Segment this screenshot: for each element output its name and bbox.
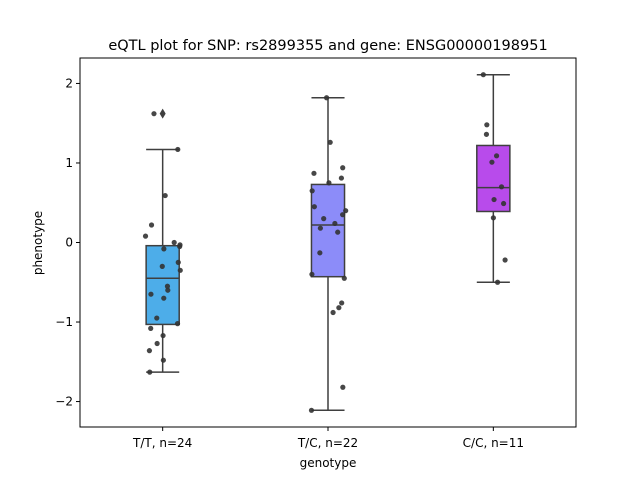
- data-point: [148, 291, 154, 297]
- data-point: [175, 259, 181, 265]
- y-tick-label: −2: [55, 395, 73, 409]
- x-axis-label: genotype: [300, 456, 357, 470]
- data-point: [151, 111, 157, 117]
- data-point: [161, 246, 167, 252]
- data-point: [154, 340, 160, 347]
- data-point: [338, 175, 345, 181]
- outlier-marker: [159, 108, 166, 119]
- data-point: [480, 72, 486, 78]
- data-point: [309, 271, 315, 277]
- data-point: [339, 300, 345, 306]
- data-point: [343, 208, 349, 214]
- data-point: [309, 188, 315, 194]
- data-point: [148, 222, 155, 228]
- data-point: [490, 215, 496, 221]
- data-point: [332, 220, 338, 227]
- chart-title: eQTL plot for SNP: rs2899355 and gene: E…: [108, 38, 547, 54]
- data-point: [491, 196, 497, 203]
- data-point: [146, 348, 153, 354]
- data-point: [165, 287, 171, 293]
- data-point: [161, 295, 167, 301]
- data-point: [317, 225, 323, 231]
- data-point: [500, 200, 507, 207]
- data-point: [175, 146, 181, 153]
- data-point: [330, 309, 336, 316]
- data-point: [493, 153, 500, 159]
- data-point: [498, 184, 505, 190]
- data-point: [317, 250, 323, 256]
- data-point: [340, 165, 346, 171]
- data-point: [177, 243, 183, 250]
- y-tick-label: 1: [65, 156, 73, 170]
- y-tick-label: −1: [55, 315, 73, 329]
- data-point: [327, 139, 333, 145]
- data-point: [142, 233, 149, 239]
- data-point: [164, 283, 171, 289]
- data-point: [336, 305, 342, 311]
- data-point: [311, 170, 317, 176]
- x-tick-label: T/T, n=24: [132, 436, 192, 450]
- data-point: [489, 159, 495, 165]
- data-point: [171, 239, 177, 246]
- data-point: [174, 321, 181, 327]
- data-point: [335, 229, 341, 235]
- axes: −2 −1 0 1 2 T/T, n=24 T/C, n=22 C/C, n=11: [55, 76, 524, 450]
- data-point: [148, 325, 154, 331]
- data-point: [340, 384, 346, 390]
- data-point: [308, 407, 315, 413]
- y-tick-label: 0: [65, 236, 73, 250]
- x-tick-label: C/C, n=11: [463, 436, 524, 450]
- data-point: [483, 131, 490, 137]
- data-point: [341, 275, 347, 281]
- data-point: [321, 216, 327, 222]
- plot-area: [142, 72, 511, 413]
- x-tick-label: T/C, n=22: [297, 436, 358, 450]
- data-point: [323, 95, 330, 101]
- data-point: [159, 263, 165, 269]
- y-tick-label: 2: [65, 76, 73, 90]
- data-point: [326, 180, 332, 186]
- data-point: [311, 204, 317, 210]
- data-point: [162, 192, 168, 199]
- box-body: [145, 244, 180, 326]
- data-point: [484, 122, 490, 128]
- y-axis-label: phenotype: [31, 211, 45, 275]
- data-point: [160, 332, 166, 339]
- data-point: [502, 257, 508, 263]
- data-point: [160, 357, 166, 363]
- data-point: [154, 315, 160, 321]
- data-point: [147, 369, 153, 375]
- data-point: [494, 279, 501, 285]
- data-point: [177, 267, 183, 273]
- data-point: [340, 212, 346, 218]
